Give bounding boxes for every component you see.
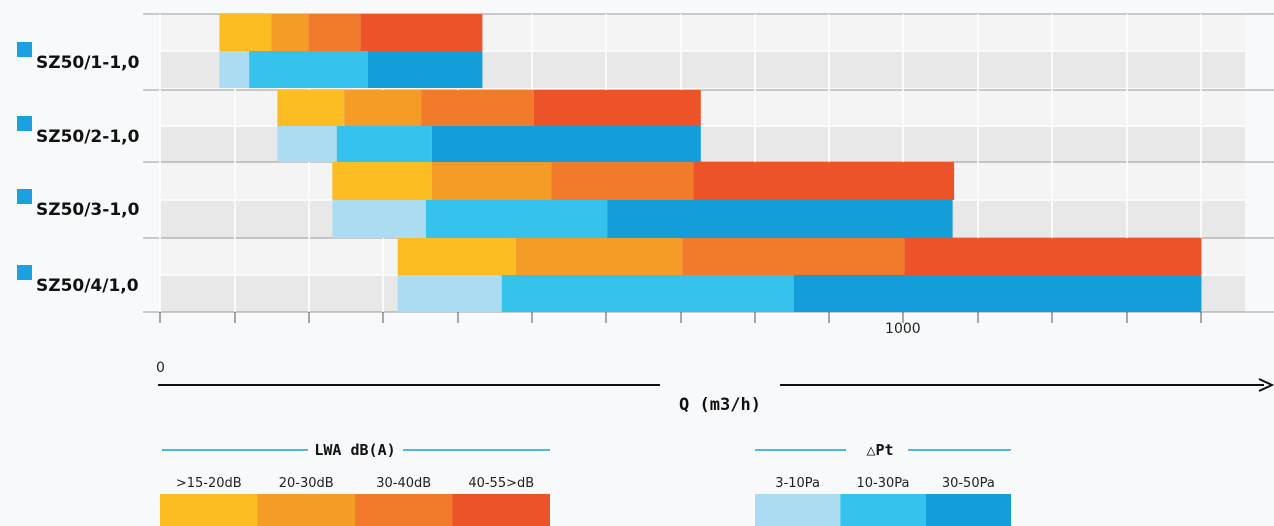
legend-swatch [453, 494, 551, 526]
bar-segment [332, 200, 426, 238]
bar-segment [337, 126, 432, 162]
legend-swatch [840, 494, 925, 526]
bar-segment [219, 51, 249, 88]
bar-segment [277, 90, 344, 126]
bar-segment [794, 275, 1202, 312]
bar-segment [682, 238, 904, 275]
legend-item-label: 30-50Pa [942, 476, 995, 491]
x-tick-label: 0 [156, 360, 165, 376]
legend-lwa: LWA dB(A) >15-20dB 20-30dB 30-40dB 40-55>dB [160, 441, 550, 526]
bar-segment [516, 238, 682, 275]
bar-segment [277, 126, 336, 162]
legend-swatch [160, 494, 258, 526]
bar-segment [271, 14, 308, 51]
bar-segment [421, 90, 533, 126]
category-label: SZ50/1-1,0 [36, 53, 140, 73]
category-marker [17, 42, 32, 57]
bar-segment [219, 14, 271, 51]
bar-segment [344, 90, 421, 126]
bar-segment [904, 238, 1201, 275]
bar-segment [432, 126, 701, 162]
legend-item-label: 40-55>dB [468, 476, 534, 491]
category-marker [17, 189, 32, 204]
category-label: SZ50/4/1,0 [36, 276, 139, 296]
bar-segment [426, 200, 607, 238]
bar-segment [361, 14, 483, 51]
category-marker [17, 265, 32, 280]
bar-segment [398, 275, 502, 312]
legend-swatch [926, 494, 1011, 526]
legend-pressure: △Pt 3-10Pa 10-30Pa 30-50Pa [755, 441, 1011, 526]
category-label: SZ50/3-1,0 [36, 200, 140, 220]
bar-segment [607, 200, 952, 238]
legend-item-label: 3-10Pa [775, 476, 820, 491]
legend-title: LWA dB(A) [314, 441, 395, 459]
bar-segment [249, 51, 368, 88]
bar-segment [551, 162, 693, 200]
bar-segment [693, 162, 954, 200]
legend-swatch [258, 494, 356, 526]
legend-swatch [355, 494, 453, 526]
bar-segment [432, 162, 552, 200]
bar-segment [502, 275, 794, 312]
legend-item-label: 30-40dB [376, 476, 431, 491]
x-axis-title: Q (m3/h) [679, 395, 761, 415]
legend-item-label: 20-30dB [279, 476, 334, 491]
bar-segment [309, 14, 361, 51]
category-label: SZ50/2-1,0 [36, 127, 140, 147]
legend-swatch [755, 494, 840, 526]
x-tick-label: 1000 [885, 321, 921, 337]
legend-item-label: 10-30Pa [857, 476, 910, 491]
legend-title: △Pt [866, 441, 893, 459]
bar-segment [398, 238, 516, 275]
bar-segment [368, 51, 482, 88]
category-marker [17, 116, 32, 131]
legend-item-label: >15-20dB [176, 476, 242, 491]
bar-segment [534, 90, 701, 126]
bar-segment [332, 162, 432, 200]
